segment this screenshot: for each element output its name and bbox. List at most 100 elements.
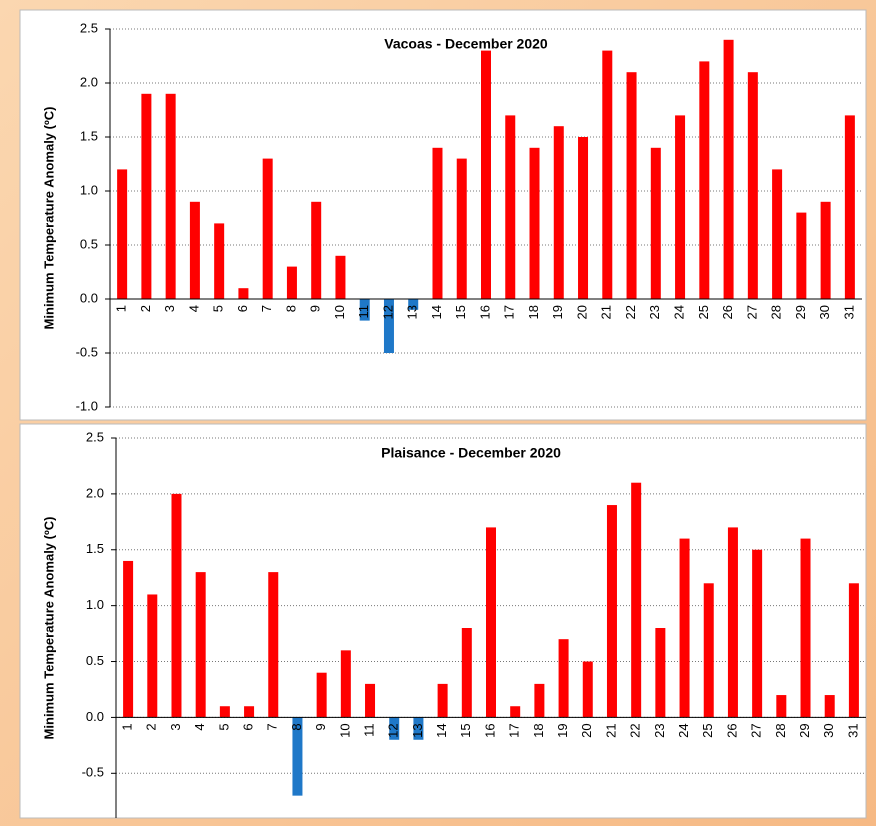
y-tick-label: 1.0 bbox=[80, 182, 98, 197]
bar bbox=[529, 147, 540, 299]
bar bbox=[602, 50, 613, 299]
x-tick-label: 4 bbox=[186, 305, 201, 312]
bar bbox=[311, 201, 322, 299]
x-tick-label: 31 bbox=[841, 305, 856, 319]
bar bbox=[824, 695, 835, 718]
bar bbox=[408, 299, 419, 310]
x-tick-label: 25 bbox=[696, 305, 711, 319]
bar bbox=[655, 628, 666, 718]
x-tick-label: 8 bbox=[289, 723, 304, 730]
bar bbox=[534, 683, 545, 718]
y-tick-label: 0.0 bbox=[86, 709, 104, 724]
x-tick-label: 19 bbox=[550, 305, 565, 319]
x-tick-label: 31 bbox=[845, 723, 860, 737]
bar bbox=[189, 201, 200, 299]
bar bbox=[631, 482, 642, 718]
bar bbox=[703, 583, 714, 718]
bar bbox=[383, 299, 394, 353]
y-axis-label: Minimum Temperature Anomaly (ºC) bbox=[41, 517, 56, 740]
bar bbox=[195, 572, 206, 718]
x-tick-label: 6 bbox=[241, 723, 256, 730]
y-tick-label: 0.0 bbox=[80, 290, 98, 305]
bar bbox=[219, 706, 230, 718]
x-tick-label: 8 bbox=[283, 305, 298, 312]
bar bbox=[437, 683, 448, 718]
bar bbox=[365, 683, 376, 718]
x-tick-label: 21 bbox=[599, 305, 614, 319]
y-tick-label: 2.0 bbox=[80, 74, 98, 89]
x-tick-label: 28 bbox=[773, 723, 788, 737]
bar bbox=[752, 549, 763, 718]
bar bbox=[796, 212, 807, 299]
x-tick-label: 14 bbox=[434, 723, 449, 737]
x-tick-label: 21 bbox=[603, 723, 618, 737]
x-tick-label: 12 bbox=[380, 305, 395, 319]
bar bbox=[413, 717, 424, 740]
y-tick-label: -0.5 bbox=[76, 344, 98, 359]
bar bbox=[606, 505, 617, 718]
x-tick-label: 3 bbox=[168, 723, 183, 730]
bar bbox=[123, 560, 134, 718]
x-tick-label: 18 bbox=[526, 305, 541, 319]
bar bbox=[171, 493, 182, 718]
bar bbox=[727, 527, 738, 718]
x-tick-label: 12 bbox=[386, 723, 401, 737]
x-tick-label: 30 bbox=[817, 305, 832, 319]
bar bbox=[844, 115, 855, 300]
bar bbox=[723, 39, 734, 300]
bar bbox=[820, 201, 831, 299]
y-tick-label: -0.5 bbox=[82, 765, 104, 780]
x-tick-label: 9 bbox=[308, 305, 323, 312]
bar bbox=[262, 158, 273, 299]
x-tick-label: 27 bbox=[749, 723, 764, 737]
y-tick-label: 2.0 bbox=[86, 485, 104, 500]
bar bbox=[679, 538, 690, 718]
x-tick-label: 29 bbox=[797, 723, 812, 737]
x-tick-label: 23 bbox=[647, 305, 662, 319]
x-tick-label: 16 bbox=[482, 723, 497, 737]
x-tick-label: 3 bbox=[162, 305, 177, 312]
bar bbox=[776, 695, 787, 718]
y-tick-label: 1.5 bbox=[86, 541, 104, 556]
bar bbox=[848, 583, 859, 718]
bar bbox=[582, 661, 593, 718]
bar bbox=[558, 639, 569, 718]
x-tick-label: 24 bbox=[672, 305, 687, 319]
y-tick-label: 1.0 bbox=[86, 597, 104, 612]
bar bbox=[800, 538, 811, 718]
x-tick-label: 1 bbox=[120, 723, 135, 730]
bar bbox=[389, 717, 400, 740]
bar bbox=[553, 126, 564, 299]
x-tick-label: 1 bbox=[114, 305, 129, 312]
x-tick-label: 27 bbox=[744, 305, 759, 319]
bar bbox=[147, 594, 158, 718]
x-tick-label: 20 bbox=[574, 305, 589, 319]
x-tick-label: 20 bbox=[579, 723, 594, 737]
x-tick-label: 25 bbox=[700, 723, 715, 737]
x-tick-label: 9 bbox=[313, 723, 328, 730]
bar bbox=[286, 266, 297, 299]
bar bbox=[510, 706, 521, 718]
x-tick-label: 2 bbox=[138, 305, 153, 312]
x-tick-label: 15 bbox=[453, 305, 468, 319]
y-axis-label: Minimum Temperature Anomaly (ºC) bbox=[41, 107, 56, 330]
bar bbox=[316, 672, 327, 718]
bar bbox=[268, 572, 279, 718]
x-tick-label: 26 bbox=[724, 723, 739, 737]
bar bbox=[292, 717, 303, 796]
x-tick-label: 26 bbox=[720, 305, 735, 319]
x-tick-label: 14 bbox=[429, 305, 444, 319]
x-tick-label: 22 bbox=[623, 305, 638, 319]
x-tick-label: 15 bbox=[458, 723, 473, 737]
x-tick-label: 18 bbox=[531, 723, 546, 737]
bar bbox=[481, 50, 491, 299]
y-tick-label: 2.5 bbox=[86, 429, 104, 444]
x-tick-label: 30 bbox=[821, 723, 836, 737]
bar bbox=[578, 137, 589, 299]
bar bbox=[335, 255, 346, 299]
bar bbox=[432, 147, 443, 299]
x-tick-label: 16 bbox=[477, 305, 492, 319]
x-tick-label: 5 bbox=[216, 723, 231, 730]
y-tick-label: -1.0 bbox=[76, 398, 98, 413]
